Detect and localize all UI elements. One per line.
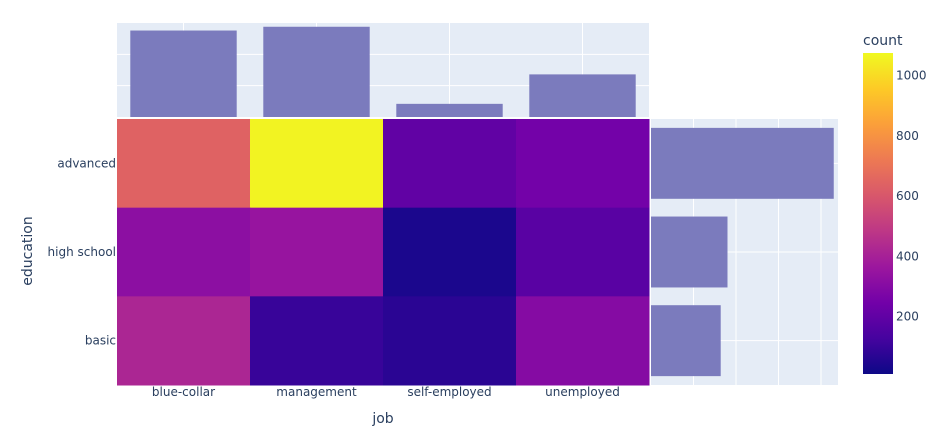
colorbar-title: count	[863, 33, 903, 49]
colorbar-tick-label: 600	[896, 189, 919, 203]
marginal-x-bar	[529, 74, 636, 117]
colorbar-tick-label: 800	[896, 129, 919, 143]
heatmap-cell	[117, 296, 251, 386]
marginal-y-histogram	[651, 119, 838, 385]
y-axis-title: education	[20, 216, 36, 285]
marginal-y-bar	[651, 216, 728, 288]
y-tick-label: high school	[48, 245, 116, 259]
y-tick-label: basic	[85, 334, 116, 348]
heatmap-cell	[250, 207, 384, 297]
y-tick-label: advanced	[57, 156, 116, 170]
heatmap-cell	[383, 119, 517, 209]
y-axis-ticks: advanced high school basic	[48, 156, 116, 347]
heatmap-cell	[383, 207, 517, 297]
x-axis-ticks: blue-collar management self-employed unempl…	[152, 385, 620, 399]
heatmap-cell	[117, 119, 251, 209]
colorbar-tick-label: 200	[896, 310, 919, 324]
heatmap-cell	[516, 296, 650, 386]
colorbar-tick-label: 400	[896, 249, 919, 263]
marginal-y-bar	[651, 127, 834, 199]
colorbar-tick-label: 1000	[896, 69, 927, 83]
heatmap	[117, 119, 650, 386]
heatmap-cell	[117, 207, 251, 297]
colorbar-gradient	[863, 53, 893, 374]
heatmap-cell	[383, 296, 517, 386]
x-axis-title: job	[371, 411, 393, 427]
marginal-y-bar	[651, 305, 721, 377]
marginal-x-bar	[130, 30, 237, 117]
colorbar: count 200 400 600 800 1000	[863, 33, 927, 374]
heatmap-cell	[516, 119, 650, 209]
x-tick-label: management	[276, 385, 357, 399]
x-tick-label: self-employed	[407, 385, 491, 399]
heatmap-cell	[250, 119, 384, 209]
colorbar-ticks: 200 400 600 800 1000	[896, 69, 927, 324]
marginal-x-bar	[396, 103, 503, 117]
marginal-x-bar	[263, 26, 370, 117]
x-tick-label: blue-collar	[152, 385, 215, 399]
x-tick-label: unemployed	[545, 385, 620, 399]
heatmap-cell	[250, 296, 384, 386]
heatmap-cell	[516, 207, 650, 297]
marginal-x-histogram	[117, 23, 649, 117]
